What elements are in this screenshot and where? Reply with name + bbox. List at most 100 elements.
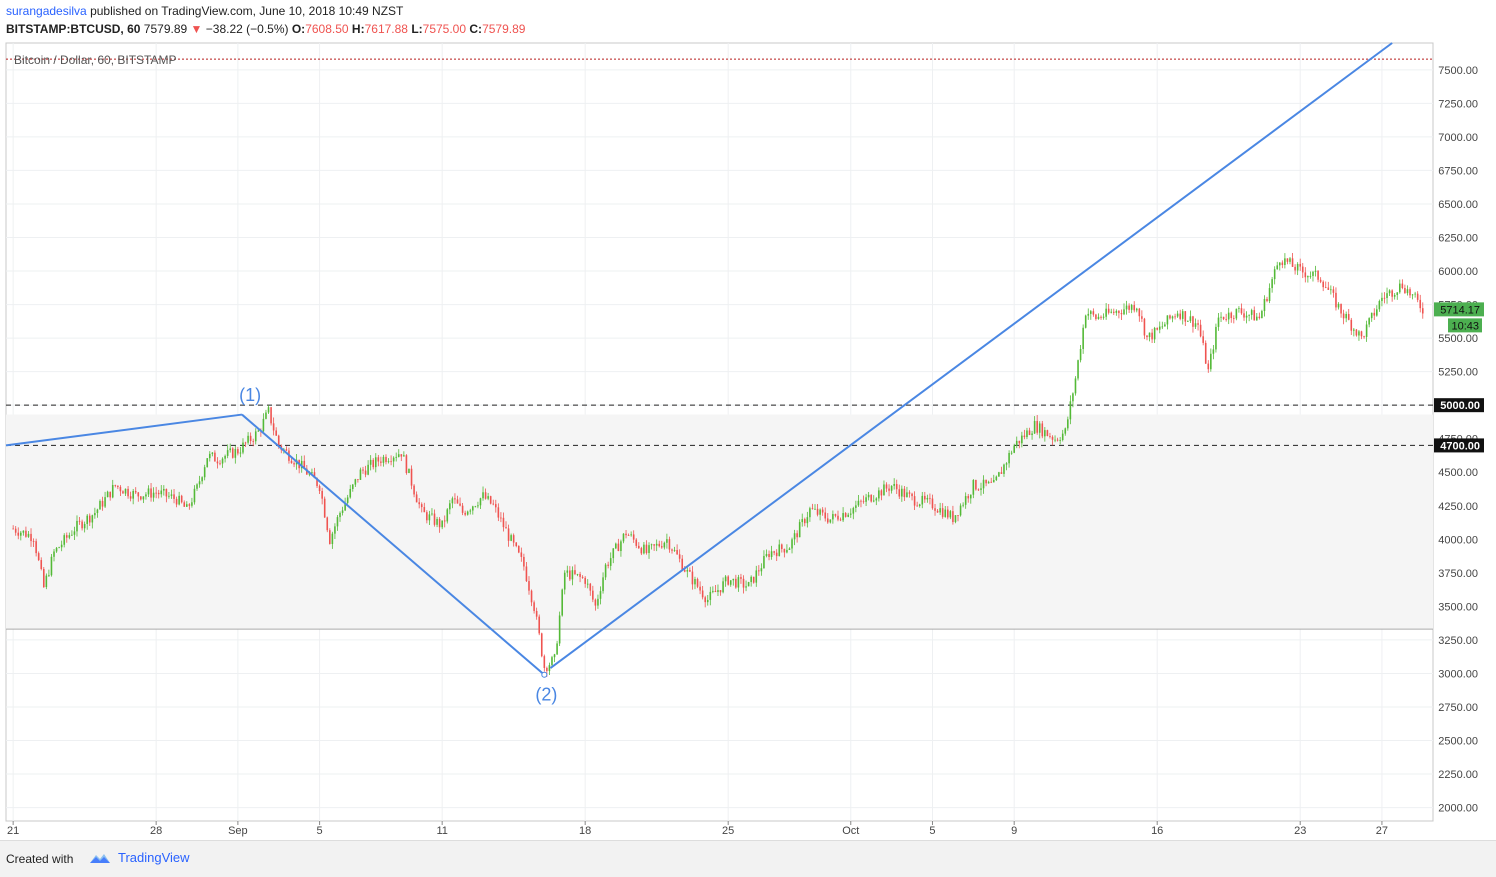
candle-body <box>967 496 970 499</box>
candle-body <box>1370 312 1373 319</box>
candle-body <box>433 513 436 525</box>
candle-body <box>1120 313 1123 315</box>
candle-body <box>1153 327 1156 340</box>
candle-body <box>821 509 824 513</box>
candle-body <box>196 484 198 489</box>
candle-body <box>1064 428 1067 434</box>
candle-body <box>558 615 561 644</box>
candle-body <box>211 452 214 454</box>
candle-body <box>438 518 441 528</box>
candle-body <box>1414 293 1416 295</box>
candle-body <box>520 552 523 557</box>
open-value: 7608.50 <box>305 22 349 36</box>
candle-body <box>798 522 801 538</box>
candle-body <box>579 573 581 577</box>
candle-body <box>27 533 30 537</box>
candle-body <box>1033 420 1036 434</box>
candle-body <box>1158 326 1161 330</box>
candle-body <box>1197 323 1199 325</box>
price-line-label-bg <box>1434 438 1484 453</box>
price-chart[interactable]: (1) (2) 7500.00 7250.00 7000.00 6750.00 6500.… <box>0 0 1496 840</box>
wave-lines[interactable]: (1) (2) <box>5 42 1393 704</box>
shaded-range-band <box>6 414 1433 630</box>
candle-body <box>1281 262 1284 265</box>
candle-body <box>604 564 607 578</box>
candle-body <box>781 544 783 549</box>
wave-anchor-point <box>541 671 548 678</box>
candle-body <box>1230 312 1233 319</box>
candle-body <box>165 488 168 497</box>
candle-body <box>954 515 957 523</box>
candle-body <box>387 461 390 463</box>
candle-body <box>770 551 773 557</box>
publish-header: surangadesilva published on TradingView.… <box>6 4 403 18</box>
candle-body <box>446 509 449 522</box>
candle-body <box>331 533 334 544</box>
candle-body <box>1059 439 1061 441</box>
author-link[interactable]: surangadesilva <box>6 4 87 18</box>
open-label: O: <box>291 22 306 36</box>
created-with-text: Created with <box>6 852 74 866</box>
candle-body <box>1179 313 1181 319</box>
candle-body <box>752 576 755 583</box>
candle-body <box>1386 293 1388 299</box>
candle-body <box>63 535 66 545</box>
candle-body <box>104 497 106 507</box>
candle-body <box>1141 316 1143 319</box>
candle-body <box>860 500 862 502</box>
candle-body <box>188 504 191 506</box>
tradingview-brand[interactable]: TradingView <box>88 850 190 865</box>
candle-body <box>395 456 398 458</box>
candle-body <box>157 492 160 495</box>
candle-body <box>760 568 763 572</box>
candle-body <box>461 505 464 513</box>
candle-body <box>173 494 175 499</box>
candle-body <box>1409 289 1411 296</box>
candle-body <box>809 508 811 518</box>
candle-body <box>351 484 354 489</box>
candle-body <box>1164 324 1166 327</box>
candle-body <box>22 530 25 533</box>
candle-body <box>844 513 847 517</box>
candle-body <box>581 576 584 578</box>
candle-body <box>824 512 827 519</box>
candle-body <box>124 488 127 494</box>
candle-body <box>837 515 839 520</box>
candle-body <box>1123 309 1125 315</box>
price-axis[interactable]: 7500.00 7250.00 7000.00 6750.00 6500.00 6250.… <box>1434 65 1484 815</box>
candle-body <box>494 504 497 508</box>
time-tick-label: 28 <box>150 825 162 837</box>
candle-body <box>127 488 129 497</box>
candle-body <box>1294 266 1296 271</box>
candle-body <box>855 505 857 508</box>
candle-body <box>1128 305 1130 310</box>
candle-body <box>42 568 45 588</box>
candle-body <box>308 473 311 475</box>
candle-body <box>622 533 625 542</box>
candle-body <box>1135 308 1138 311</box>
candle-body <box>500 517 502 519</box>
candle-body <box>717 590 719 593</box>
close-label: C: <box>469 22 483 36</box>
candle-body <box>1373 312 1376 316</box>
candle-body <box>83 523 86 529</box>
candle-body <box>811 508 814 510</box>
candle-body <box>88 515 91 523</box>
candle-body <box>1166 315 1169 325</box>
countdown-label: 10:43 <box>1451 320 1479 332</box>
candle-body <box>35 541 37 554</box>
candle-body <box>829 519 832 523</box>
candle-body <box>638 545 640 549</box>
horizontal-lines <box>6 58 1433 630</box>
candle-body <box>699 586 701 591</box>
candle-body <box>1023 435 1026 438</box>
candle-body <box>456 499 459 504</box>
candle-body <box>1393 295 1396 297</box>
candle-body <box>778 544 781 557</box>
candle-body <box>17 532 20 536</box>
candle-body <box>694 579 696 585</box>
candle-body <box>12 528 14 530</box>
candle-body <box>525 566 528 582</box>
time-axis[interactable]: 21 28 Sep 5 11 18 25 Oct 5 9 16 23 27 <box>7 821 1388 837</box>
candle-body <box>796 533 798 538</box>
